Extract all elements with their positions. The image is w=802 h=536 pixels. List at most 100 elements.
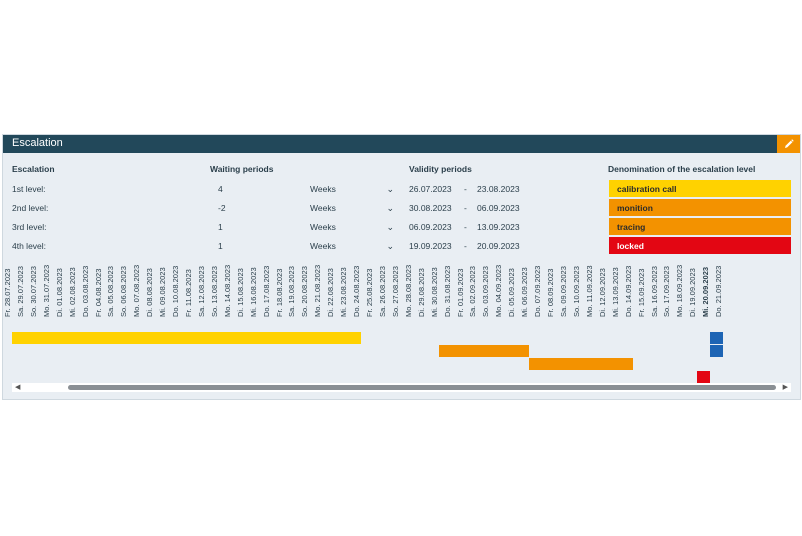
date-tick-label: Di. 15.08.2023: [235, 268, 245, 317]
date-tick-label: Mo. 18.09.2023: [675, 264, 685, 317]
date-tick-label: Fr. 18.08.2023: [274, 268, 284, 317]
date-tick-label: Sa. 29.07.2023: [15, 266, 25, 317]
escalation-level-name: calibration call: [609, 180, 791, 197]
level-label: 2nd level:: [12, 203, 49, 213]
chevron-down-icon[interactable]: ⌄: [386, 241, 394, 251]
date-tick-label: Mo. 07.08.2023: [132, 264, 142, 317]
waiting-unit-label: Weeks: [310, 184, 336, 194]
date-tick-label: Sa. 26.08.2023: [377, 266, 387, 317]
validity-to: 06.09.2023: [477, 203, 520, 213]
date-tick-label: Sa. 05.08.2023: [106, 266, 116, 317]
validity-from: 26.07.2023: [409, 184, 452, 194]
level-label: 1st level:: [12, 184, 46, 194]
date-tick-label: Mi. 06.09.2023: [520, 267, 530, 317]
date-tick-label: Mi. 02.08.2023: [67, 267, 77, 317]
date-tick-label: Sa. 12.08.2023: [196, 266, 206, 317]
date-tick-label: Di. 08.08.2023: [145, 268, 155, 317]
escalation-level-name: tracing: [609, 218, 791, 235]
date-tick-label: Mo. 31.07.2023: [41, 264, 51, 317]
waiting-unit-select[interactable]: Weeks ⌄: [310, 184, 394, 196]
scroll-right-icon[interactable]: ▶: [782, 384, 788, 391]
waiting-unit-label: Weeks: [310, 203, 336, 213]
locked-bar[interactable]: [697, 371, 711, 383]
date-tick-label: Di. 12.09.2023: [597, 268, 607, 317]
waiting-period-value[interactable]: -2: [218, 203, 226, 213]
escalation-level-name: locked: [609, 237, 791, 254]
date-tick-label: Mi. 09.08.2023: [158, 267, 168, 317]
col-waiting-periods: Waiting periods: [210, 164, 274, 174]
date-tick-label: Mi. 16.08.2023: [248, 267, 258, 317]
chevron-down-icon[interactable]: ⌄: [386, 203, 394, 213]
level-label: 4th level:: [12, 241, 47, 251]
date-tick-label: Do. 14.09.2023: [623, 265, 633, 317]
date-tick-label: Sa. 16.09.2023: [649, 266, 659, 317]
waiting-unit-select[interactable]: Weeks ⌄: [310, 222, 394, 234]
today-upper-bar[interactable]: [710, 332, 724, 344]
chevron-down-icon[interactable]: ⌄: [386, 184, 394, 194]
date-tick-label: Do. 03.08.2023: [80, 265, 90, 317]
date-tick-label: So. 30.07.2023: [28, 266, 38, 317]
waiting-unit-label: Weeks: [310, 241, 336, 251]
waiting-period-value[interactable]: 1: [218, 222, 223, 232]
edit-button[interactable]: [777, 135, 800, 153]
escalation-level-name: monition: [609, 199, 791, 216]
date-tick-label: So. 03.09.2023: [481, 266, 491, 317]
date-tick-label: Fr. 01.09.2023: [455, 268, 465, 317]
date-tick-label: Do. 07.09.2023: [533, 265, 543, 317]
date-tick-label: So. 06.08.2023: [119, 266, 129, 317]
tracing-bar[interactable]: [529, 358, 633, 370]
col-escalation: Escalation: [12, 164, 55, 174]
date-tick-label: Mo. 04.09.2023: [494, 264, 504, 317]
date-tick-label: So. 10.09.2023: [571, 266, 581, 317]
scroll-thumb[interactable]: [68, 385, 776, 390]
escalation-panel: Escalation Escalation Waiting periods Va…: [2, 134, 801, 400]
date-tick-label: Sa. 19.08.2023: [287, 266, 297, 317]
calibration-call-bar[interactable]: [12, 332, 362, 344]
date-tick-label: Fr. 25.08.2023: [365, 268, 375, 317]
monition-bar[interactable]: [438, 345, 530, 357]
validity-separator: -: [464, 184, 467, 194]
date-tick-label: Mo. 28.08.2023: [403, 264, 413, 317]
col-denomination: Denomination of the escalation level: [608, 164, 756, 174]
date-tick: Do. 21.09.2023: [714, 261, 733, 317]
date-tick-label: Di. 05.09.2023: [507, 268, 517, 317]
panel-title: Escalation: [12, 137, 63, 149]
date-tick-label: Di. 19.09.2023: [688, 268, 698, 317]
level-label: 3rd level:: [12, 222, 47, 232]
date-tick-label: So. 27.08.2023: [390, 266, 400, 317]
date-tick-label: Sa. 02.09.2023: [468, 266, 478, 317]
today-lower-bar[interactable]: [710, 345, 724, 357]
date-tick-label: Di. 01.08.2023: [54, 268, 64, 317]
timeline-axis: Fr. 28.07.2023 Sa. 29.07.2023 So. 30.07.20…: [3, 259, 800, 319]
date-tick-label: Mi. 13.09.2023: [610, 267, 620, 317]
waiting-period-value[interactable]: 4: [218, 184, 223, 194]
date-tick-label: Do. 24.08.2023: [352, 265, 362, 317]
waiting-unit-label: Weeks: [310, 222, 336, 232]
date-tick-label: Fr. 28.07.2023: [3, 268, 12, 317]
validity-separator: -: [464, 203, 467, 213]
date-tick-label: Do. 17.08.2023: [261, 265, 271, 317]
scroll-left-icon[interactable]: ◀: [15, 384, 21, 391]
validity-separator: -: [464, 241, 467, 251]
date-tick-label: Mi. 20.09.2023: [701, 266, 711, 317]
date-tick-label: Di. 22.08.2023: [326, 268, 336, 317]
waiting-unit-select[interactable]: Weeks ⌄: [310, 241, 394, 253]
validity-to: 13.09.2023: [477, 222, 520, 232]
validity-separator: -: [464, 222, 467, 232]
validity-to: 23.08.2023: [477, 184, 520, 194]
pencil-icon: [784, 139, 794, 148]
date-tick-label: Mo. 14.08.2023: [222, 264, 232, 317]
chevron-down-icon[interactable]: ⌄: [386, 222, 394, 232]
date-tick-label: Sa. 09.09.2023: [558, 266, 568, 317]
date-tick-label: So. 13.08.2023: [209, 266, 219, 317]
date-tick-label: Di. 29.08.2023: [416, 268, 426, 317]
validity-from: 30.08.2023: [409, 203, 452, 213]
date-tick-label: Mo. 21.08.2023: [313, 264, 323, 317]
waiting-period-value[interactable]: 1: [218, 241, 223, 251]
date-tick-label: Mi. 30.08.2023: [429, 267, 439, 317]
waiting-unit-select[interactable]: Weeks ⌄: [310, 203, 394, 215]
validity-to: 20.09.2023: [477, 241, 520, 251]
date-tick-label: Mo. 11.09.2023: [584, 265, 594, 317]
horizontal-scrollbar[interactable]: ◀ ▶: [12, 383, 791, 392]
date-tick-label: Mi. 23.08.2023: [339, 267, 349, 317]
